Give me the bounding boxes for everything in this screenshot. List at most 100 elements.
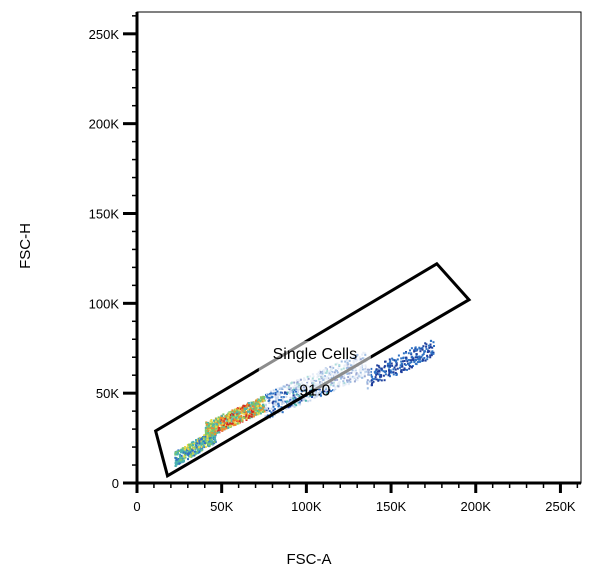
density-point [224, 424, 227, 426]
density-point [410, 366, 413, 369]
density-point [282, 396, 285, 399]
density-point [201, 442, 204, 444]
density-point [295, 393, 298, 396]
density-point [248, 404, 251, 407]
density-point [197, 441, 200, 444]
x-tick-label: 100K [291, 499, 322, 514]
density-point [228, 412, 231, 415]
x-tick-label: 50K [210, 499, 233, 514]
density-point [228, 419, 231, 422]
density-point [182, 457, 185, 460]
density-point [278, 399, 281, 401]
density-point [216, 422, 219, 425]
density-point [194, 448, 197, 451]
density-point [288, 389, 291, 392]
density-point [186, 452, 189, 455]
density-point [403, 367, 406, 370]
density-point [220, 414, 223, 417]
density-point [269, 394, 272, 397]
density-point [187, 455, 190, 458]
density-point [429, 346, 432, 349]
density-point [238, 408, 241, 411]
density-point [189, 454, 192, 457]
density-point [322, 388, 325, 391]
density-point [214, 435, 217, 438]
density-point [284, 400, 287, 403]
density-point [388, 363, 391, 366]
density-point [254, 408, 257, 411]
density-point [268, 410, 271, 412]
density-point [395, 373, 398, 376]
y-tick-label: 0 [112, 476, 119, 491]
density-point [302, 389, 305, 392]
density-point [303, 397, 306, 400]
density-point [246, 407, 249, 410]
density-point [265, 397, 268, 400]
density-point [415, 358, 418, 361]
density-point [293, 403, 296, 406]
density-point [204, 445, 207, 448]
density-point [200, 444, 203, 447]
density-point [399, 366, 401, 369]
density-point [224, 417, 227, 420]
density-point [236, 422, 239, 425]
density-point [323, 390, 326, 393]
density-point [250, 401, 253, 404]
density-point [430, 352, 433, 355]
density-point [215, 417, 218, 420]
y-axis-title: FSC-H [17, 223, 34, 269]
density-point [234, 413, 237, 416]
density-point [322, 392, 325, 394]
density-point [415, 353, 418, 356]
density-point [248, 415, 251, 417]
density-point [207, 434, 210, 437]
density-point [389, 366, 391, 368]
gate-polygon[interactable] [153, 261, 472, 479]
density-point [235, 422, 238, 425]
density-point [196, 438, 199, 441]
density-point [382, 374, 385, 377]
density-point [391, 364, 394, 367]
density-point [422, 353, 425, 355]
y-tick-label: 100K [89, 296, 120, 311]
density-point [180, 451, 183, 454]
density-point [235, 415, 238, 418]
density-point [234, 408, 237, 411]
density-point [265, 395, 268, 398]
density-point [287, 406, 290, 409]
density-point [432, 341, 435, 344]
density-point [380, 367, 383, 370]
density-point [242, 407, 245, 410]
density-point [178, 454, 181, 457]
density-point [303, 389, 306, 392]
density-point [416, 356, 419, 359]
density-point [261, 397, 264, 400]
density-point [395, 359, 398, 362]
density-point [209, 439, 212, 442]
density-point [221, 427, 224, 430]
density-point [198, 442, 201, 445]
density-point [274, 393, 277, 396]
density-point [414, 362, 417, 365]
density-point [378, 374, 381, 376]
density-point [426, 356, 429, 358]
density-point [391, 357, 394, 360]
density-point [382, 370, 385, 373]
density-point [223, 426, 226, 428]
density-point [424, 342, 427, 345]
density-point [300, 390, 303, 393]
density-point [180, 454, 183, 457]
density-point [389, 375, 391, 378]
density-point [176, 463, 179, 466]
density-point [216, 423, 218, 426]
density-point [209, 424, 212, 427]
density-point [418, 346, 421, 349]
density-point [397, 354, 400, 357]
density-point [213, 425, 216, 428]
density-point [429, 339, 432, 342]
density-point [175, 458, 178, 461]
density-point [294, 402, 297, 405]
density-point [370, 373, 373, 376]
density-point [271, 415, 274, 418]
density-point [287, 399, 290, 402]
